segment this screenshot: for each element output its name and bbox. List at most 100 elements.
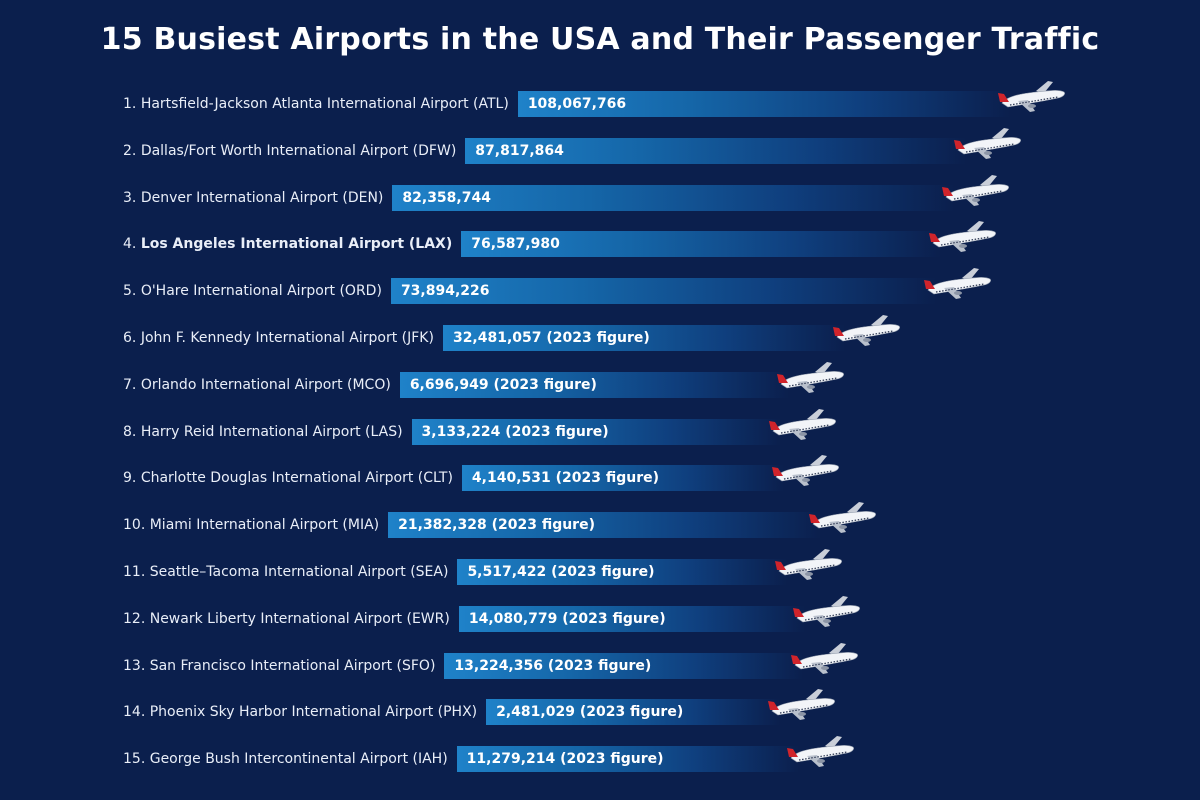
bar: [465, 137, 966, 164]
airport-name: Harry Reid International Airport (LAS): [140, 423, 403, 440]
rank-label: 14.: [123, 704, 150, 721]
rank-label: 7.: [123, 376, 141, 393]
airplane-icon: [809, 502, 877, 534]
value-label: 11,279,214 (2023 figure): [466, 751, 664, 768]
rank-label: 4.: [123, 236, 141, 253]
airport-name: Hartsfield-Jackson Atlanta International…: [140, 96, 509, 112]
bar: [444, 652, 804, 679]
airport-name: Orlando International Airport (MCO): [140, 376, 391, 393]
category-label: 1. Hartsfield-Jackson Atlanta Internatio…: [123, 89, 509, 119]
rank-label: 15.: [123, 751, 150, 768]
rank-label: 5.: [123, 283, 141, 300]
airplane-icon: [791, 642, 859, 674]
bar-row: 9. Charlotte Douglas International Airpo…: [0, 455, 1200, 493]
airplane-icon: [998, 81, 1065, 112]
category-label: 4. Los Angeles International Airport (LA…: [123, 229, 452, 259]
category-label: 7. Orlando International Airport (MCO): [123, 370, 391, 400]
value-label: 82,358,744: [402, 189, 491, 206]
value-label: 32,481,057 (2023 figure): [452, 330, 650, 346]
rank-label: 6.: [123, 330, 141, 346]
bar: [457, 559, 787, 585]
bar-row: 1. Hartsfield-Jackson Atlanta Internatio…: [0, 81, 1200, 119]
bar: [399, 371, 790, 398]
bar-row: 12. Newark Liberty International Airport…: [0, 595, 1200, 634]
airport-name: Denver International Airport (DEN): [140, 189, 384, 206]
rank-label: 8.: [123, 423, 141, 440]
value-label: 73,894,226: [400, 283, 490, 300]
airport-name: Newark Liberty International Airport (EW…: [149, 610, 450, 627]
rank-label: 1.: [123, 96, 141, 112]
category-label: 11. Seattle–Tacoma International Airport…: [123, 557, 448, 587]
category-label: 6. John F. Kennedy International Airport…: [123, 323, 434, 353]
bar: [442, 325, 846, 351]
bar: [411, 418, 782, 445]
airplane-icon: [774, 549, 842, 580]
category-label: 3. Denver International Airport (DEN): [123, 183, 383, 213]
airplane-icon: [787, 736, 855, 768]
bar: [461, 465, 784, 492]
airplane-icon: [923, 268, 991, 300]
bar-row: 15. George Bush Intercontinental Airport…: [0, 736, 1200, 774]
chart-title: 15 Busiest Airports in the USA and Their…: [100, 22, 1100, 57]
category-label: 10. Miami International Airport (MIA): [123, 510, 379, 540]
bar: [392, 184, 954, 211]
category-label: 12. Newark Liberty International Airport…: [123, 604, 450, 634]
bar: [461, 231, 942, 258]
airplane-icon: [793, 595, 861, 627]
bar: [388, 512, 822, 539]
value-label: 14,080,779 (2023 figure): [468, 610, 666, 627]
airport-name: George Bush Intercontinental Airport (IA…: [149, 751, 448, 768]
value-label: 21,382,328 (2023 figure): [398, 517, 595, 534]
airport-name: Phoenix Sky Harbor International Airport…: [149, 704, 478, 721]
value-label: 2,481,029 (2023 figure): [496, 704, 684, 721]
bar-row: 10. Miami International Airport (MIA) 21,…: [0, 502, 1200, 540]
rank-label: 12.: [123, 610, 150, 627]
rank-label: 11.: [123, 564, 150, 580]
airport-name: Los Angeles International Airport (LAX): [140, 236, 453, 253]
bar-row: 14. Phoenix Sky Harbor International Air…: [0, 689, 1200, 727]
bar-row: 11. Seattle–Tacoma International Airport…: [0, 549, 1200, 587]
airport-name: John F. Kennedy International Airport (J…: [140, 330, 434, 346]
rank-label: 9.: [123, 470, 141, 487]
airport-name: O'Hare International Airport (ORD): [140, 283, 382, 300]
category-label: 2. Dallas/Fort Worth International Airpo…: [123, 136, 456, 166]
value-label: 4,140,531 (2023 figure): [471, 470, 660, 487]
airplane-icon: [941, 174, 1009, 206]
airplane-icon: [768, 689, 835, 721]
airplane-icon: [929, 221, 997, 253]
bar: [456, 746, 800, 773]
airport-name: Miami International Airport (MIA): [149, 517, 380, 534]
airplane-icon: [771, 455, 839, 487]
airport-name: Charlotte Douglas International Airport …: [140, 470, 453, 487]
value-label: 3,133,224 (2023 figure): [421, 423, 609, 440]
bar: [390, 278, 936, 305]
bar-row: 8. Harry Reid International Airport (LAS…: [0, 408, 1200, 447]
bar-row: 5. O'Hare International Airport (ORD) 73,…: [0, 268, 1200, 306]
bar-row: 6. John F. Kennedy International Airport…: [0, 315, 1200, 353]
airplane-icon: [953, 127, 1021, 159]
rank-label: 10.: [123, 517, 150, 534]
value-label: 13,224,356 (2023 figure): [454, 657, 652, 674]
bar-row: 2. Dallas/Fort Worth International Airpo…: [0, 127, 1200, 166]
bar-row: 4. Los Angeles International Airport (LA…: [0, 221, 1200, 259]
category-label: 5. O'Hare International Airport (ORD): [123, 276, 382, 306]
bar-row: 7. Orlando International Airport (MCO) 6,…: [0, 361, 1200, 400]
category-label: 13. San Francisco International Airport …: [123, 651, 435, 681]
value-label: 108,067,766: [527, 96, 627, 112]
bar: [486, 699, 780, 726]
airplane-icon: [769, 408, 837, 440]
airport-name: Dallas/Fort Worth International Airport …: [140, 142, 457, 159]
airport-name: Seattle–Tacoma International Airport (SE…: [149, 564, 449, 580]
airport-name: San Francisco International Airport (SFO…: [149, 657, 436, 674]
rank-label: 13.: [123, 657, 150, 674]
category-label: 8. Harry Reid International Airport (LAS…: [123, 417, 403, 447]
bar: [517, 91, 1010, 117]
category-label: 15. George Bush Intercontinental Airport…: [123, 744, 448, 774]
value-label: 76,587,980: [471, 236, 560, 253]
category-label: 9. Charlotte Douglas International Airpo…: [123, 463, 453, 493]
bar: [458, 605, 806, 632]
category-label: 14. Phoenix Sky Harbor International Air…: [123, 697, 477, 727]
airplane-icon: [833, 315, 901, 346]
bar-row: 3. Denver International Airport (DEN) 82,…: [0, 174, 1200, 213]
